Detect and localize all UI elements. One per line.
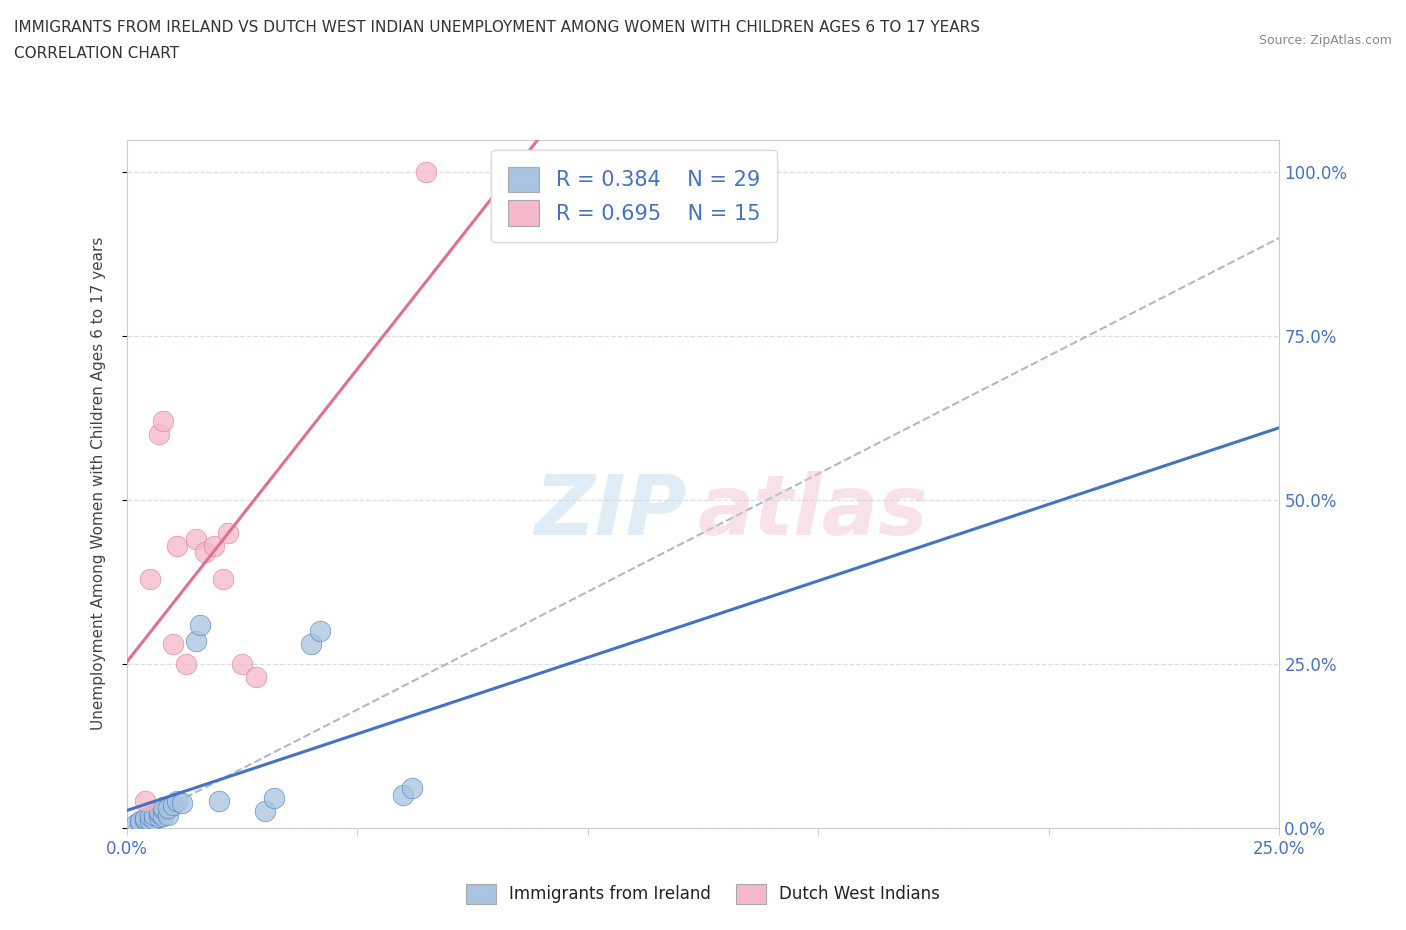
Point [202, 538, 225, 553]
Point [170, 795, 193, 810]
Point [138, 814, 160, 829]
Text: ZIP: ZIP [534, 471, 688, 551]
Point [166, 794, 188, 809]
Point [299, 637, 322, 652]
Point [129, 815, 152, 830]
Point [208, 794, 231, 809]
Point [415, 165, 437, 179]
Point [152, 799, 174, 814]
Point [231, 657, 253, 671]
Point [166, 538, 188, 553]
Point [148, 427, 170, 442]
Point [138, 571, 160, 586]
Point [148, 804, 170, 818]
Point [152, 808, 174, 823]
Point [157, 807, 180, 822]
Point [217, 525, 239, 540]
Point [134, 794, 156, 809]
Point [212, 571, 235, 586]
Text: IMMIGRANTS FROM IRELAND VS DUTCH WEST INDIAN UNEMPLOYMENT AMONG WOMEN WITH CHILD: IMMIGRANTS FROM IRELAND VS DUTCH WEST IN… [14, 20, 980, 35]
Point [125, 817, 148, 831]
Point [152, 414, 174, 429]
Point [129, 814, 152, 829]
Legend: R = 0.384    N = 29, R = 0.695    N = 15: R = 0.384 N = 29, R = 0.695 N = 15 [491, 150, 776, 243]
Point [148, 810, 170, 825]
Point [253, 804, 276, 818]
Point [134, 813, 156, 828]
Point [184, 633, 207, 648]
Point [263, 790, 285, 805]
Point [245, 670, 267, 684]
Point [157, 801, 180, 816]
Point [143, 811, 166, 826]
Point [152, 802, 174, 817]
Point [188, 618, 211, 632]
Point [134, 810, 156, 825]
Y-axis label: Unemployment Among Women with Children Ages 6 to 17 years: Unemployment Among Women with Children A… [91, 237, 105, 730]
Point [138, 808, 160, 823]
Point [148, 805, 170, 820]
Text: CORRELATION CHART: CORRELATION CHART [14, 46, 179, 61]
Point [309, 624, 332, 639]
Point [162, 637, 184, 652]
Text: Source: ZipAtlas.com: Source: ZipAtlas.com [1258, 34, 1392, 47]
Point [162, 797, 184, 812]
Point [176, 657, 198, 671]
Point [401, 781, 423, 796]
Text: atlas: atlas [697, 471, 928, 551]
Point [392, 788, 415, 803]
Point [143, 807, 166, 822]
Point [184, 532, 207, 547]
Point [194, 545, 217, 560]
Legend: Immigrants from Ireland, Dutch West Indians: Immigrants from Ireland, Dutch West Indi… [457, 875, 949, 912]
